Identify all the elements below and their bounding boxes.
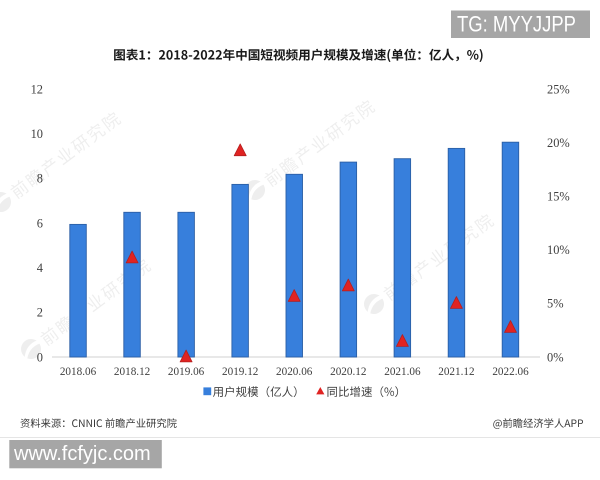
svg-text:0: 0 [37, 350, 43, 364]
svg-text:2022.06: 2022.06 [492, 366, 529, 378]
svg-text:6: 6 [37, 216, 43, 230]
svg-text:2019.12: 2019.12 [222, 366, 258, 378]
svg-text:2020.06: 2020.06 [276, 366, 313, 378]
svg-text:2018.06: 2018.06 [60, 366, 97, 378]
svg-text:20%: 20% [547, 136, 570, 150]
svg-text:10: 10 [31, 127, 43, 141]
svg-text:2020.12: 2020.12 [330, 366, 366, 378]
svg-text:4: 4 [37, 261, 43, 275]
svg-text:www.fcfyjc.com: www.fcfyjc.com [13, 443, 151, 465]
svg-text:12: 12 [31, 82, 43, 96]
svg-text:TG: MYYJJPP: TG: MYYJJPP [457, 12, 576, 37]
svg-text:2019.06: 2019.06 [168, 366, 205, 378]
svg-text:2018.12: 2018.12 [114, 366, 150, 378]
svg-text:8: 8 [37, 172, 43, 186]
svg-text:0%: 0% [547, 350, 564, 364]
svg-text:2021.06: 2021.06 [384, 366, 421, 378]
svg-text:2021.12: 2021.12 [438, 366, 474, 378]
svg-text:10%: 10% [547, 243, 570, 257]
svg-text:2: 2 [37, 306, 43, 320]
svg-text:25%: 25% [547, 82, 570, 96]
svg-text:5%: 5% [547, 297, 564, 311]
svg-text:15%: 15% [547, 190, 570, 204]
